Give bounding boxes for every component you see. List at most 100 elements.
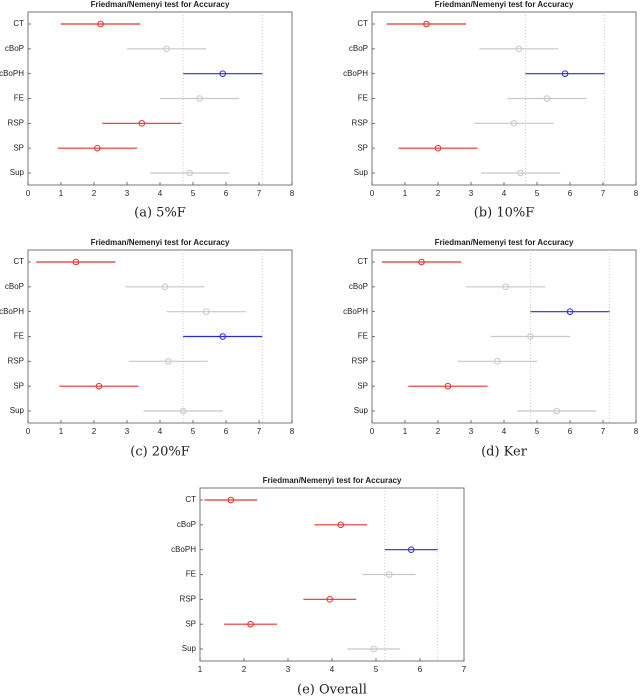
mean-rank <box>527 333 534 340</box>
y-tick-label: Sup <box>354 168 369 177</box>
chart-title: Friedman/Nemenyi test for Accuracy <box>435 238 574 247</box>
y-tick-label: cBoPH <box>0 69 24 78</box>
y-tick-label: SP <box>357 143 368 152</box>
mean-rank <box>510 120 518 127</box>
mean-rank <box>418 258 425 266</box>
x-tick-label: 8 <box>290 189 295 198</box>
x-tick-label: 5 <box>535 189 540 198</box>
plot-frame <box>371 11 637 186</box>
plot-frame <box>199 487 465 662</box>
mean-rank <box>72 258 80 266</box>
chart-title: Friedman/Nemenyi test for Accuracy <box>91 0 230 9</box>
mean-rank <box>138 120 146 127</box>
x-tick-label: 5 <box>191 427 196 436</box>
mean-rank <box>227 496 235 504</box>
x-tick-label: 7 <box>462 665 467 674</box>
x-tick-label: 1 <box>403 427 408 436</box>
mean-rank <box>407 546 415 553</box>
y-tick-label: SP <box>13 143 24 152</box>
x-tick-label: 6 <box>224 189 229 198</box>
chart-title: Friedman/Nemenyi test for Accuracy <box>263 476 402 485</box>
y-tick-label: CT <box>13 257 24 266</box>
mean-rank <box>163 45 170 53</box>
mean-rank <box>502 283 509 291</box>
x-tick-label: 0 <box>26 189 31 198</box>
mean-rank <box>219 70 226 77</box>
x-tick-label: 2 <box>92 189 97 198</box>
y-tick-label: cBoP <box>5 282 24 291</box>
y-tick-label: Sup <box>10 168 25 177</box>
y-tick-label: SP <box>13 381 24 390</box>
y-tick-label: CT <box>185 495 196 504</box>
y-tick-label: FE <box>186 570 196 579</box>
mean-rank <box>95 382 103 390</box>
mean-rank <box>247 620 254 628</box>
y-tick-label: cBoPH <box>343 307 368 316</box>
caption: (c) 20%F <box>130 445 189 460</box>
y-tick-label: SP <box>357 381 368 390</box>
x-tick-label: 3 <box>125 427 130 436</box>
y-tick-label: cBoP <box>5 44 24 53</box>
mean-rank <box>219 333 226 340</box>
mean-rank <box>543 95 551 102</box>
mean-rank <box>553 407 561 415</box>
mean-rank <box>494 358 501 365</box>
y-tick-label: cBoP <box>349 44 368 53</box>
mean-rank <box>161 283 169 291</box>
x-tick-label: 5 <box>191 189 196 198</box>
x-tick-label: 0 <box>370 189 375 198</box>
x-tick-label: 3 <box>125 189 130 198</box>
x-tick-label: 0 <box>26 427 31 436</box>
mean-rank <box>326 596 334 603</box>
mean-rank <box>337 521 345 529</box>
y-tick-label: RSP <box>352 356 368 365</box>
mean-rank <box>561 70 569 77</box>
x-tick-label: 4 <box>502 189 507 198</box>
y-tick-label: SP <box>185 619 196 628</box>
mean-rank <box>94 144 101 152</box>
x-tick-label: 1 <box>59 427 64 436</box>
x-tick-label: 7 <box>601 189 606 198</box>
y-tick-label: FE <box>358 94 368 103</box>
y-tick-label: CT <box>357 257 368 266</box>
x-tick-label: 8 <box>634 189 639 198</box>
y-tick-label: Sup <box>354 406 369 415</box>
y-tick-label: Sup <box>10 406 25 415</box>
x-tick-label: 5 <box>374 665 379 674</box>
mean-rank <box>385 571 393 578</box>
y-tick-label: FE <box>14 332 24 341</box>
x-tick-label: 6 <box>568 427 573 436</box>
y-tick-label: cBoPH <box>343 69 368 78</box>
x-tick-label: 2 <box>436 189 441 198</box>
x-tick-label: 7 <box>601 427 606 436</box>
mean-rank <box>97 20 104 28</box>
mean-rank <box>202 308 210 315</box>
x-tick-label: 3 <box>469 189 474 198</box>
mean-rank <box>164 358 172 365</box>
x-tick-label: 4 <box>502 427 507 436</box>
x-tick-label: 3 <box>286 665 291 674</box>
x-tick-label: 6 <box>224 427 229 436</box>
x-tick-label: 5 <box>535 427 540 436</box>
chart-title: Friedman/Nemenyi test for Accuracy <box>91 238 230 247</box>
caption: (d) Ker <box>481 445 528 460</box>
caption: (a) 5%F <box>134 206 186 221</box>
x-tick-label: 7 <box>257 427 262 436</box>
mean-rank <box>370 645 378 653</box>
mean-rank <box>434 144 442 152</box>
x-tick-label: 2 <box>436 427 441 436</box>
mean-rank <box>186 169 193 177</box>
y-tick-label: RSP <box>352 118 368 127</box>
y-tick-label: CT <box>357 19 368 28</box>
x-tick-label: 1 <box>403 189 408 198</box>
mean-rank <box>444 382 452 390</box>
y-tick-label: RSP <box>8 356 24 365</box>
mean-rank <box>515 45 523 53</box>
y-tick-label: FE <box>14 94 24 103</box>
y-tick-label: RSP <box>180 594 196 603</box>
x-tick-label: 1 <box>198 665 203 674</box>
y-tick-label: cBoPH <box>0 307 24 316</box>
caption: (b) 10%F <box>474 206 535 221</box>
mean-rank <box>423 20 430 28</box>
